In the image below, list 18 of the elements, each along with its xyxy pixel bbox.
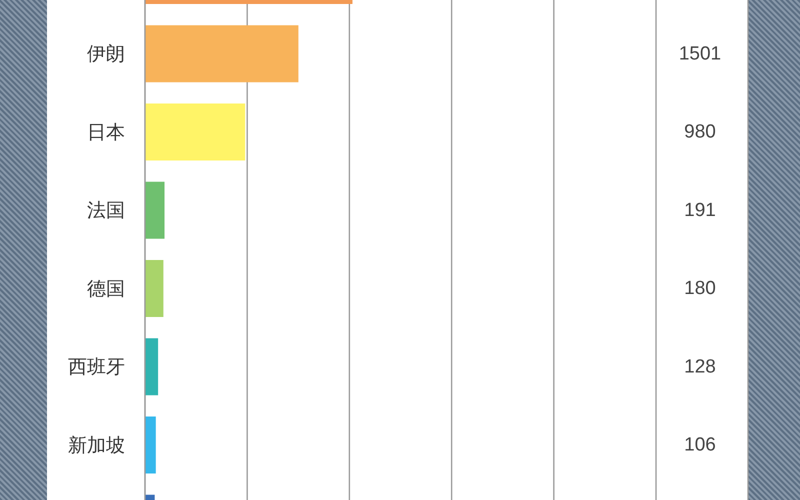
bar xyxy=(145,25,298,82)
bar xyxy=(145,182,165,239)
data-label: 191 xyxy=(684,200,716,221)
data-label: 180 xyxy=(684,278,716,299)
y-tick-label: 日本 xyxy=(87,122,125,144)
bar xyxy=(145,260,164,317)
data-label: 980 xyxy=(684,122,716,142)
y-tick-label: 德国 xyxy=(87,278,125,300)
data-label: 1501 xyxy=(678,43,722,64)
bar xyxy=(145,416,156,474)
y-tick-label: 法国 xyxy=(87,200,125,222)
y-tick-label: 西班牙 xyxy=(68,357,125,378)
data-label: 128 xyxy=(684,356,716,378)
y-tick-label: 伊朗 xyxy=(87,43,125,66)
y-tick-label: 新加坡 xyxy=(68,434,125,456)
data-label: 106 xyxy=(684,434,716,456)
bar xyxy=(145,338,158,396)
bar xyxy=(145,104,246,160)
